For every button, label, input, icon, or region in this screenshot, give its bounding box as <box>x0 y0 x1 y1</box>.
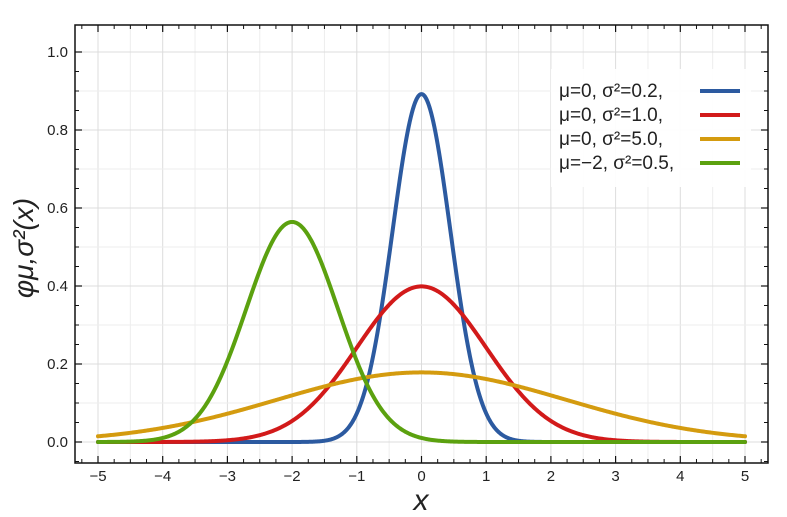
x-tick-label: 4 <box>676 468 684 485</box>
legend-label-3: μ=0, σ²=5.0, <box>559 129 663 150</box>
x-tick-label: −5 <box>89 468 106 485</box>
y-tick-label: 0.2 <box>47 356 68 373</box>
series-line-3 <box>96 370 747 439</box>
legend-label-4: μ=−2, σ²=0.5, <box>559 153 674 174</box>
axis-ticks: −5 −4 −3 −2 −1 0 1 2 3 4 5 0.0 0.2 0.4 0.6 0.8 1.0 <box>47 25 768 485</box>
x-tick-label: −1 <box>348 468 365 485</box>
y-tick-label: 0.8 <box>47 122 68 139</box>
legend-box <box>551 69 751 187</box>
series-lines <box>96 92 747 444</box>
x-tick-label: 3 <box>611 468 619 485</box>
x-axis-label: x <box>412 484 430 517</box>
legend-label-2: μ=0, σ²=1.0, <box>559 105 663 126</box>
series-line-4 <box>96 219 747 444</box>
y-axis-label: φμ,σ²(x) <box>8 198 39 298</box>
x-tick-label: −4 <box>154 468 171 485</box>
y-tick-label: 0.0 <box>47 434 68 451</box>
x-tick-label: 2 <box>547 468 555 485</box>
x-tick-label: −2 <box>284 468 301 485</box>
x-tick-label: −3 <box>219 468 236 485</box>
y-tick-label: 1.0 <box>47 44 68 61</box>
x-tick-label: 0 <box>417 468 425 485</box>
y-tick-label: 0.4 <box>47 278 68 295</box>
legend: μ=0, σ²=0.2, μ=0, σ²=1.0, μ=0, σ²=5.0, μ=−2… <box>551 69 751 187</box>
legend-label-1: μ=0, σ²=0.2, <box>559 81 663 102</box>
x-tick-label: 1 <box>482 468 490 485</box>
y-tick-label: 0.6 <box>47 200 68 217</box>
x-tick-label: 5 <box>741 468 749 485</box>
